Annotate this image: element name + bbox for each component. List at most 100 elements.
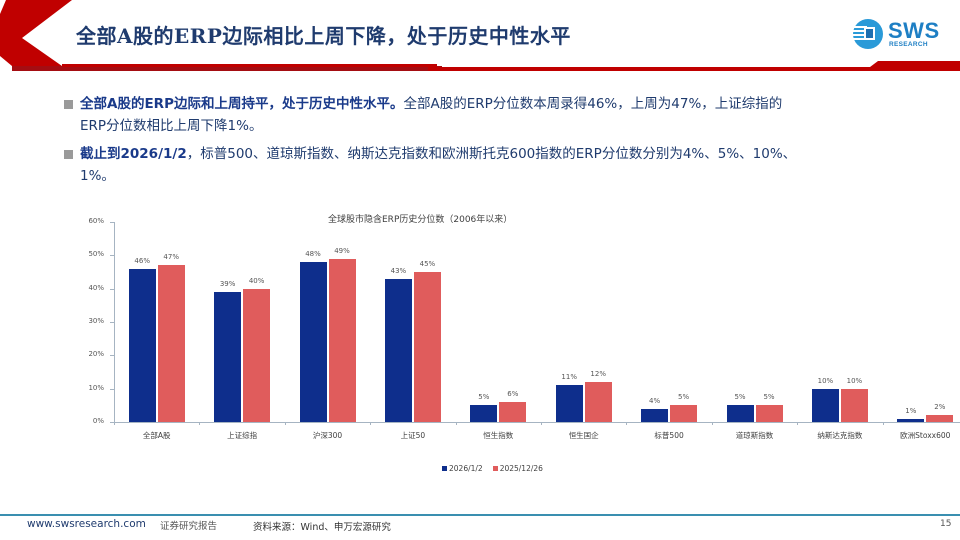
footer-report-type: 证券研究报告 xyxy=(160,521,218,532)
x-tick-mark xyxy=(882,422,884,425)
bar-series1 xyxy=(299,262,327,422)
y-tick-label: 20% xyxy=(88,350,104,359)
data-label: 48% xyxy=(305,250,321,258)
chart-title: 全球股市隐含ERP历史分位数（2006年以来） xyxy=(328,215,513,225)
legend-swatch-series1 xyxy=(442,466,447,471)
bar-series2 xyxy=(413,272,441,422)
bar-series2 xyxy=(670,405,698,422)
x-category-label: 纳斯达克指数 xyxy=(817,431,863,440)
data-label: 2% xyxy=(934,403,946,412)
bar-series1 xyxy=(384,278,412,422)
bullet-text: 全部A股的ERP分位数本周录得46%，上周为47%，上证综指的 xyxy=(403,96,783,112)
data-label: 5% xyxy=(763,393,775,402)
x-category-label: 道琼斯指数 xyxy=(735,431,774,440)
chart-legend: 2026/1/2 2025/12/26 xyxy=(442,464,543,473)
data-label: 43% xyxy=(390,266,407,275)
data-label: 5% xyxy=(734,393,746,402)
legend-item: 2025/12/26 xyxy=(492,464,543,473)
bar-series2 xyxy=(243,288,271,422)
logo-subtext: RESEARCH xyxy=(889,41,928,48)
x-category-label: 上证综指 xyxy=(227,431,258,440)
data-label: 40% xyxy=(248,276,265,285)
x-tick-mark xyxy=(797,422,799,425)
bar-series1 xyxy=(897,418,925,422)
y-tick-label: 40% xyxy=(88,283,104,292)
slide-header: 全部A股的ERP边际相比上周下降，处于历史中性水平 SWS RESEARCH xyxy=(0,0,960,75)
bullet-text-continued: 1%。 xyxy=(80,168,115,184)
bar-series2 xyxy=(926,415,954,422)
y-tick-mark xyxy=(110,422,114,423)
y-tick-label: 30% xyxy=(88,317,104,325)
page-title: 全部A股的ERP边际相比上周下降，处于历史中性水平 xyxy=(76,24,571,48)
legend-swatch-series2 xyxy=(492,466,498,471)
y-tick-label: 60% xyxy=(88,217,104,225)
data-label: 5% xyxy=(478,393,490,402)
data-label: 39% xyxy=(219,280,236,288)
bar-series2 xyxy=(157,265,185,422)
footer-divider xyxy=(0,514,960,516)
bar-series1 xyxy=(726,405,754,422)
y-tick-mark xyxy=(110,222,114,223)
x-tick-mark xyxy=(370,422,372,425)
bar-series2 xyxy=(840,388,868,422)
bar-chart: 0% 10% 20% 30% 40% 50% 60% 46% 47% 全部A股 39% 40% 上证综指… xyxy=(40,215,960,475)
sws-globe-icon xyxy=(851,19,883,49)
x-tick-mark xyxy=(541,422,542,425)
header-chevron-decoration xyxy=(0,0,960,71)
bar-series2 xyxy=(584,382,612,422)
y-tick-label: 50% xyxy=(88,250,104,259)
x-tick-mark xyxy=(284,422,286,425)
legend-label: 2026/1/2 xyxy=(449,464,483,473)
x-category-label: 沪深300 xyxy=(312,431,343,440)
bar-series1 xyxy=(214,292,242,422)
bullet-square-icon xyxy=(64,150,73,159)
bar-series1 xyxy=(811,388,839,422)
bar-series2 xyxy=(328,258,356,422)
bullet-square-icon xyxy=(64,100,73,109)
x-category-label: 全部A股 xyxy=(142,431,171,440)
data-label: 1% xyxy=(905,406,917,415)
y-tick-mark xyxy=(110,255,114,257)
bar-series1 xyxy=(555,385,583,422)
data-label: 5% xyxy=(678,393,690,402)
x-tick-mark xyxy=(199,422,201,425)
data-label: 10% xyxy=(817,376,834,385)
bullet-item: 截止到2026/1/2，标普500、道琼斯指数、纳斯达克指数和欧洲斯托克600指… xyxy=(64,143,934,187)
y-axis xyxy=(114,222,115,422)
y-tick-label: 0% xyxy=(92,417,104,425)
footer-url[interactable]: www.swsresearch.com xyxy=(27,518,146,530)
bar-series1 xyxy=(128,268,156,422)
bullet-item: 全部A股的ERP边际和上周持平，处于历史中性水平。全部A股的ERP分位数本周录得… xyxy=(64,93,934,137)
x-tick-mark xyxy=(455,422,457,425)
data-label: 10% xyxy=(846,376,863,385)
data-label: 49% xyxy=(334,246,350,255)
bullet-bold-text: 全部A股的ERP边际和上周持平，处于历史中性水平。 xyxy=(80,96,404,112)
x-category-label: 欧洲Stoxx600 xyxy=(900,431,951,440)
bullet-text-continued: ERP分位数相比上周下降1%。 xyxy=(80,118,263,134)
x-tick-mark xyxy=(711,422,713,425)
summary-bullets: 全部A股的ERP边际和上周持平，处于历史中性水平。全部A股的ERP分位数本周录得… xyxy=(64,93,934,193)
bullet-bold-text: 截止到2026/1/2 xyxy=(80,146,187,162)
data-label: 4% xyxy=(649,396,661,405)
page-number: 15 xyxy=(940,519,952,529)
bar-series2 xyxy=(755,405,783,422)
x-category-label: 恒生指数 xyxy=(483,431,514,440)
y-tick-label: 10% xyxy=(88,383,104,392)
legend-item: 2026/1/2 xyxy=(442,464,483,473)
data-label: 47% xyxy=(163,253,179,262)
x-tick-mark xyxy=(626,422,628,425)
data-label: 46% xyxy=(134,256,150,265)
sws-logo: SWS RESEARCH xyxy=(850,17,950,51)
y-tick-mark xyxy=(110,388,114,390)
footer-source: 资料来源：Wind、申万宏源研究 xyxy=(253,522,391,533)
y-tick-mark xyxy=(110,288,114,290)
bullet-text: ，标普500、道琼斯指数、纳斯达克指数和欧洲斯托克600指数的ERP分位数分别为… xyxy=(186,146,797,162)
logo-text: SWS xyxy=(888,18,940,43)
y-tick-mark xyxy=(110,355,114,357)
legend-label: 2025/12/26 xyxy=(499,464,543,473)
x-category-label: 标普500 xyxy=(654,431,684,440)
x-category-label: 恒生国企 xyxy=(568,431,599,440)
x-axis xyxy=(114,422,960,423)
bar-series1 xyxy=(470,405,498,422)
data-label: 11% xyxy=(561,373,577,382)
